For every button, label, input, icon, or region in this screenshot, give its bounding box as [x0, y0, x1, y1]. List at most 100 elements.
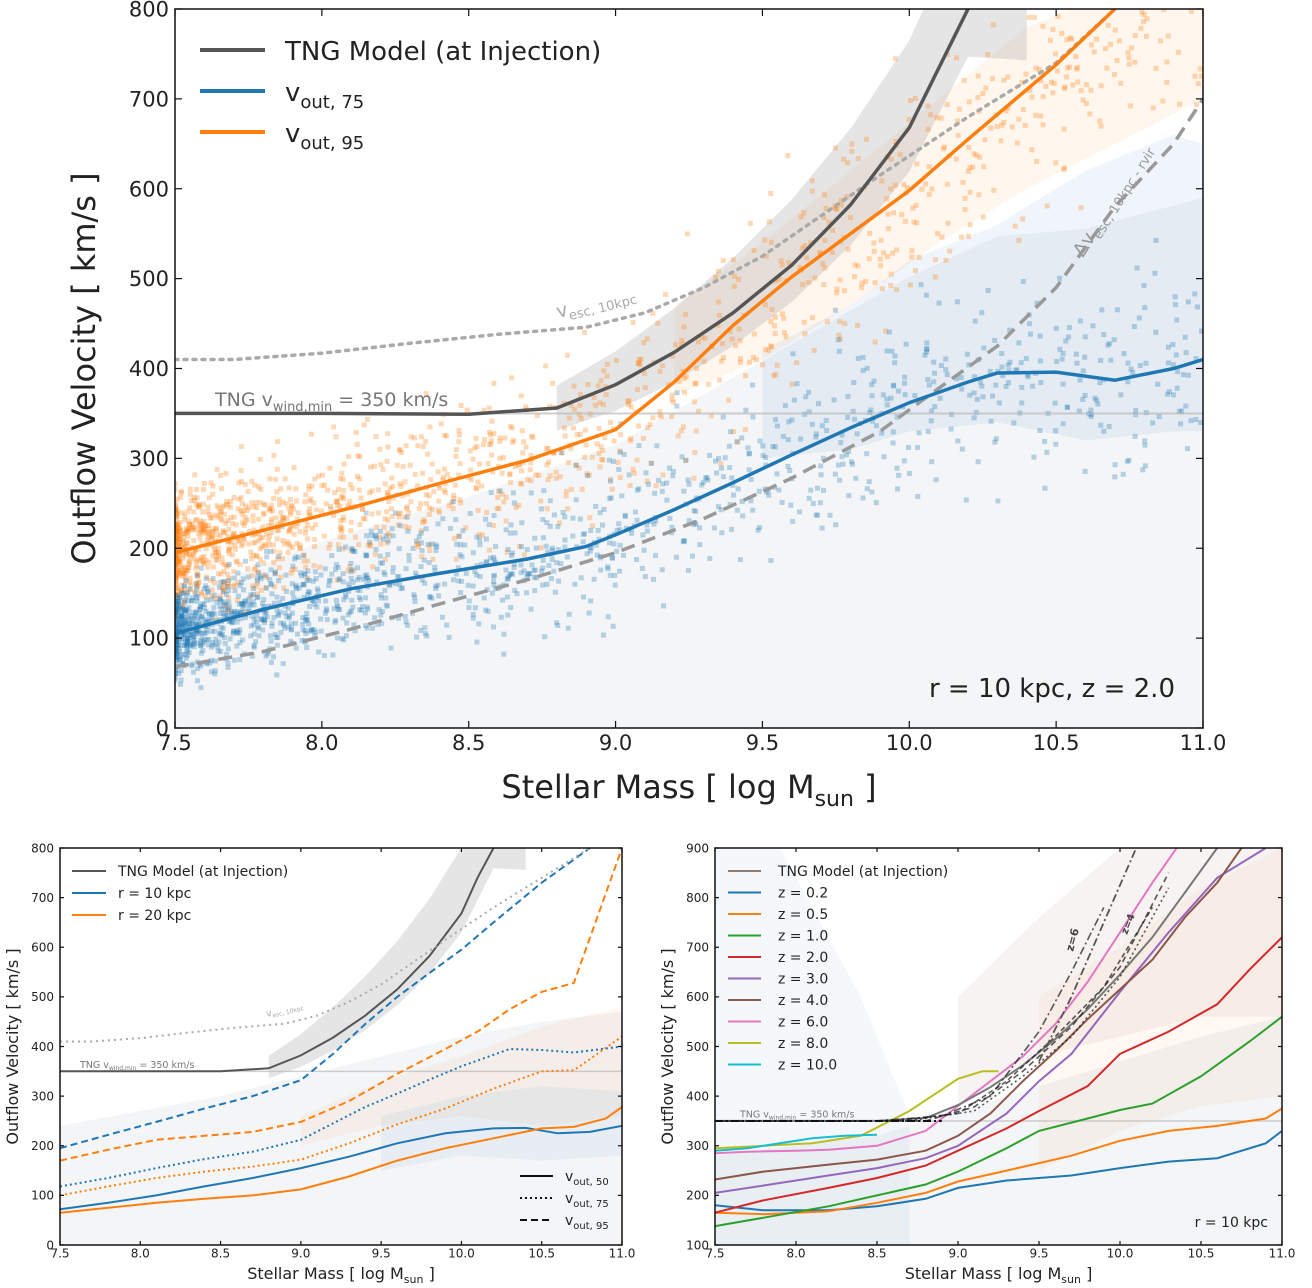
scatter-point: [868, 407, 874, 413]
scatter-point: [203, 616, 209, 622]
scatter-point: [364, 575, 370, 581]
scatter-point: [191, 644, 197, 650]
scatter-point: [591, 395, 597, 401]
scatter-point: [867, 230, 873, 236]
scatter-point: [505, 576, 511, 582]
scatter-point: [178, 615, 184, 621]
scatter-point: [925, 428, 931, 434]
scatter-point: [175, 572, 180, 578]
scatter-point: [181, 588, 187, 594]
scatter-point: [438, 421, 444, 427]
scatter-point: [750, 354, 756, 360]
scatter-point: [1019, 400, 1025, 406]
scatter-point: [175, 496, 180, 502]
scatter-point: [203, 557, 209, 563]
scatter-point: [1047, 37, 1053, 43]
scatter-point: [739, 435, 745, 441]
scatter-point: [1078, 88, 1084, 94]
scatter-point: [556, 520, 562, 526]
scatter-point: [432, 568, 438, 574]
scatter-point: [702, 335, 708, 341]
scatter-point: [175, 653, 179, 659]
scatter-point: [227, 604, 233, 610]
scatter-point: [176, 622, 182, 628]
scatter-point: [884, 348, 890, 354]
scatter-point: [706, 381, 712, 387]
scatter-point: [967, 189, 973, 195]
scatter-point: [568, 487, 574, 493]
scatter-point: [312, 601, 318, 607]
scatter-point: [212, 547, 218, 553]
scatter-point: [587, 515, 593, 521]
scatter-point: [692, 399, 698, 405]
scatter-point: [175, 522, 180, 528]
scatter-point: [691, 507, 697, 513]
scatter-point: [334, 498, 340, 504]
scatter-point: [194, 678, 200, 684]
scatter-point: [330, 652, 336, 658]
scatter-point: [270, 542, 276, 548]
scatter-point: [382, 481, 388, 487]
scatter-point: [199, 614, 205, 620]
scatter-point: [289, 610, 295, 616]
scatter-point: [967, 165, 973, 171]
scatter-point: [175, 644, 178, 650]
scatter-point: [878, 237, 884, 243]
scatter-point: [914, 161, 920, 167]
scatter-point: [332, 490, 338, 496]
scatter-point: [605, 614, 611, 620]
scatter-point: [306, 577, 312, 583]
scatter-point: [175, 607, 178, 613]
scatter-point: [250, 592, 256, 598]
scatter-point: [256, 570, 262, 576]
scatter-point: [312, 543, 318, 549]
scatter-point: [1016, 340, 1022, 346]
scatter-point: [175, 521, 179, 527]
scatter-point: [926, 191, 932, 197]
scatter-point: [594, 552, 600, 558]
scatter-point: [888, 282, 894, 288]
scatter-point: [1105, 342, 1111, 348]
scatter-point: [463, 525, 469, 531]
scatter-point: [1040, 122, 1046, 128]
scatter-point: [324, 617, 330, 623]
scatter-point: [175, 536, 178, 542]
scatter-point: [202, 583, 208, 589]
scatter-point: [852, 274, 858, 280]
scatter-point: [377, 528, 383, 534]
scatter-point: [235, 628, 241, 634]
scatter-point: [231, 533, 237, 539]
scatter-point: [988, 418, 994, 424]
scatter-point: [486, 405, 492, 411]
scatter-point: [421, 557, 427, 563]
scatter-point: [292, 556, 298, 562]
scatter-point: [470, 456, 476, 462]
scatter-point: [486, 522, 492, 528]
scatter-point: [349, 597, 355, 603]
x-tick-label: 8.5: [211, 1247, 230, 1261]
scatter-point: [215, 571, 221, 577]
scatter-point: [563, 493, 569, 499]
scatter-point: [529, 433, 535, 439]
scatter-point: [175, 536, 181, 542]
scatter-point: [909, 248, 915, 254]
scatter-point: [846, 493, 852, 499]
scatter-point: [1114, 307, 1120, 313]
scatter-point: [384, 540, 390, 546]
scatter-point: [265, 538, 271, 544]
scatter-point: [355, 565, 361, 571]
scatter-point: [1011, 420, 1017, 426]
scatter-point: [395, 511, 401, 517]
scatter-point: [378, 560, 384, 566]
scatter-point: [1178, 421, 1184, 427]
scatter-point: [175, 559, 181, 565]
scatter-point: [307, 590, 313, 596]
scatter-point: [175, 529, 180, 535]
scatter-point: [583, 442, 589, 448]
scatter-point: [250, 586, 256, 592]
scatter-point: [674, 403, 680, 409]
scatter-point: [262, 612, 268, 618]
scatter-point: [399, 585, 405, 591]
scatter-point: [1060, 381, 1066, 387]
scatter-point: [177, 558, 183, 564]
